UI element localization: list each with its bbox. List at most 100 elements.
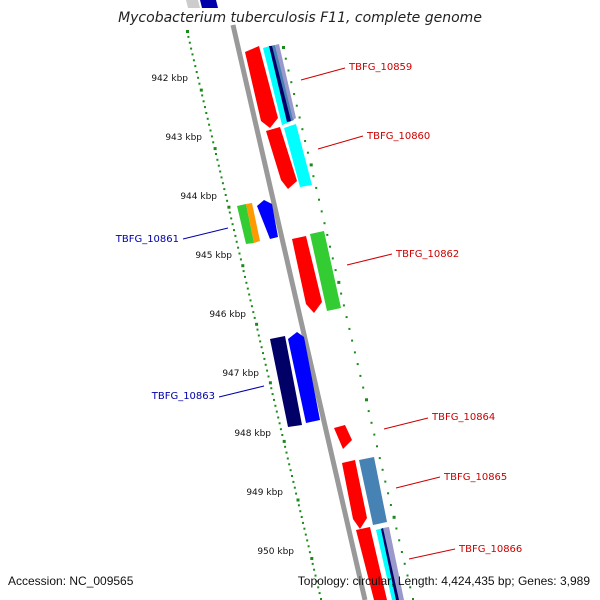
cds-arrow-10863 xyxy=(270,336,302,427)
genome-backbone xyxy=(230,24,368,600)
tick-dot xyxy=(191,53,194,56)
slot-dot xyxy=(312,175,315,178)
tick-dot xyxy=(199,88,203,92)
tick-dot xyxy=(303,527,306,530)
tick-dot xyxy=(288,463,291,466)
gene-label-10865[interactable]: TBFG_10865 xyxy=(443,472,507,483)
gene-label-10861[interactable]: TBFG_10861 xyxy=(115,234,179,245)
gene-label-10859[interactable]: TBFG_10859 xyxy=(348,62,412,73)
leader-10860 xyxy=(317,135,364,150)
topology-text: Topology: circular; Length: 4,424,435 bp… xyxy=(297,574,590,588)
gene-label-10860[interactable]: TBFG_10860 xyxy=(366,131,430,142)
tick-dot xyxy=(212,141,215,144)
tick-dot xyxy=(306,539,309,542)
cds-arrow-10864 xyxy=(334,425,352,449)
tick-dot xyxy=(217,164,220,167)
tick-dot xyxy=(271,393,274,396)
map-title: Mycobacterium tuberculosis F11, complete… xyxy=(118,10,482,26)
slot-dot xyxy=(367,410,370,413)
tick-dot xyxy=(216,158,219,161)
tick-dot xyxy=(248,293,251,296)
tick-dot xyxy=(230,217,233,220)
tick-dot xyxy=(195,71,198,73)
slot-dot xyxy=(293,93,296,95)
slot-dot xyxy=(359,374,362,377)
tick-label: 949 kbp xyxy=(246,488,283,498)
tick-label: 946 kbp xyxy=(209,310,246,320)
tick-dot xyxy=(205,112,208,114)
slot-dot xyxy=(323,222,326,225)
tick-dot xyxy=(310,557,314,560)
tick-dot xyxy=(284,445,287,448)
tick-dot xyxy=(315,580,318,583)
slot-dot xyxy=(340,292,343,295)
tick-dot xyxy=(292,480,295,483)
tick-dot xyxy=(190,47,193,50)
tick-dot xyxy=(250,305,253,308)
tick-dot xyxy=(197,76,200,79)
tick-dot xyxy=(279,428,282,431)
tick-dot xyxy=(224,194,227,196)
gene-label-10862[interactable]: TBFG_10862 xyxy=(395,249,459,260)
tick-dot xyxy=(267,375,270,378)
gene-label-10866[interactable]: TBFG_10866 xyxy=(458,544,522,555)
slot-dot xyxy=(387,492,390,495)
tick-dot xyxy=(241,264,245,268)
feature-blocks xyxy=(186,0,404,600)
slot-dot xyxy=(392,515,396,519)
kbp-tick-track xyxy=(186,30,322,600)
tick-dot xyxy=(270,387,273,390)
leader-10863 xyxy=(218,385,265,398)
slot-dot xyxy=(362,386,365,389)
tick-dot xyxy=(186,30,189,33)
tick-dot xyxy=(260,346,263,349)
cds-block-10866-lavender xyxy=(383,527,404,600)
gene-label-10863[interactable]: TBFG_10863 xyxy=(151,391,215,402)
cds-block-10866-navy xyxy=(381,528,399,600)
cds-arrow-10865 xyxy=(342,460,367,529)
slot-dot xyxy=(304,140,307,142)
slot-dot xyxy=(381,468,384,471)
tick-label: 943 kbp xyxy=(165,133,202,143)
tick-label: 942 kbp xyxy=(151,74,188,84)
tick-dot xyxy=(268,381,272,385)
tick-dot xyxy=(220,176,223,179)
kbp-tick-labels: 942 kbp 943 kbp 944 kbp 945 kbp 946 kbp … xyxy=(151,74,294,557)
slot-dot xyxy=(373,433,376,436)
tick-dot xyxy=(289,469,292,472)
tick-dot xyxy=(300,516,303,518)
tick-dot xyxy=(318,592,321,595)
tick-dot xyxy=(299,510,302,513)
gene-labels: TBFG_10859 TBFG_10860 TBFG_10861 TBFG_10… xyxy=(115,62,523,555)
tick-dot xyxy=(314,574,317,577)
cds-arrow-10863-blue xyxy=(288,332,320,423)
tick-dot xyxy=(198,82,201,85)
tick-dot xyxy=(249,299,252,302)
tick-dot xyxy=(227,205,231,209)
tick-dot xyxy=(252,311,255,314)
tick-dot xyxy=(231,223,234,226)
leader-10859 xyxy=(300,67,346,81)
tick-label: 950 kbp xyxy=(257,547,294,557)
tick-dot xyxy=(213,147,217,151)
leader-10861 xyxy=(182,227,229,240)
slot-dot xyxy=(384,480,387,483)
gene-label-10864[interactable]: TBFG_10864 xyxy=(431,412,495,423)
tick-dot xyxy=(285,451,288,454)
slot-dot xyxy=(282,46,285,49)
slot-dot xyxy=(287,69,290,72)
tick-dot xyxy=(226,199,229,202)
tick-dot xyxy=(257,334,260,337)
tick-dot xyxy=(278,422,281,425)
slot-dot xyxy=(298,116,301,119)
tick-dot xyxy=(302,521,304,524)
tick-dot xyxy=(237,246,240,249)
tick-dot xyxy=(313,568,316,571)
cds-arrow-10859 xyxy=(245,46,278,128)
tick-dot xyxy=(215,153,217,155)
cds-arrow-10866 xyxy=(356,527,387,600)
cds-block-top-offscreen-navy xyxy=(200,0,218,8)
tick-dot xyxy=(275,410,278,413)
tick-dot xyxy=(246,287,249,290)
tick-dot xyxy=(194,65,197,68)
